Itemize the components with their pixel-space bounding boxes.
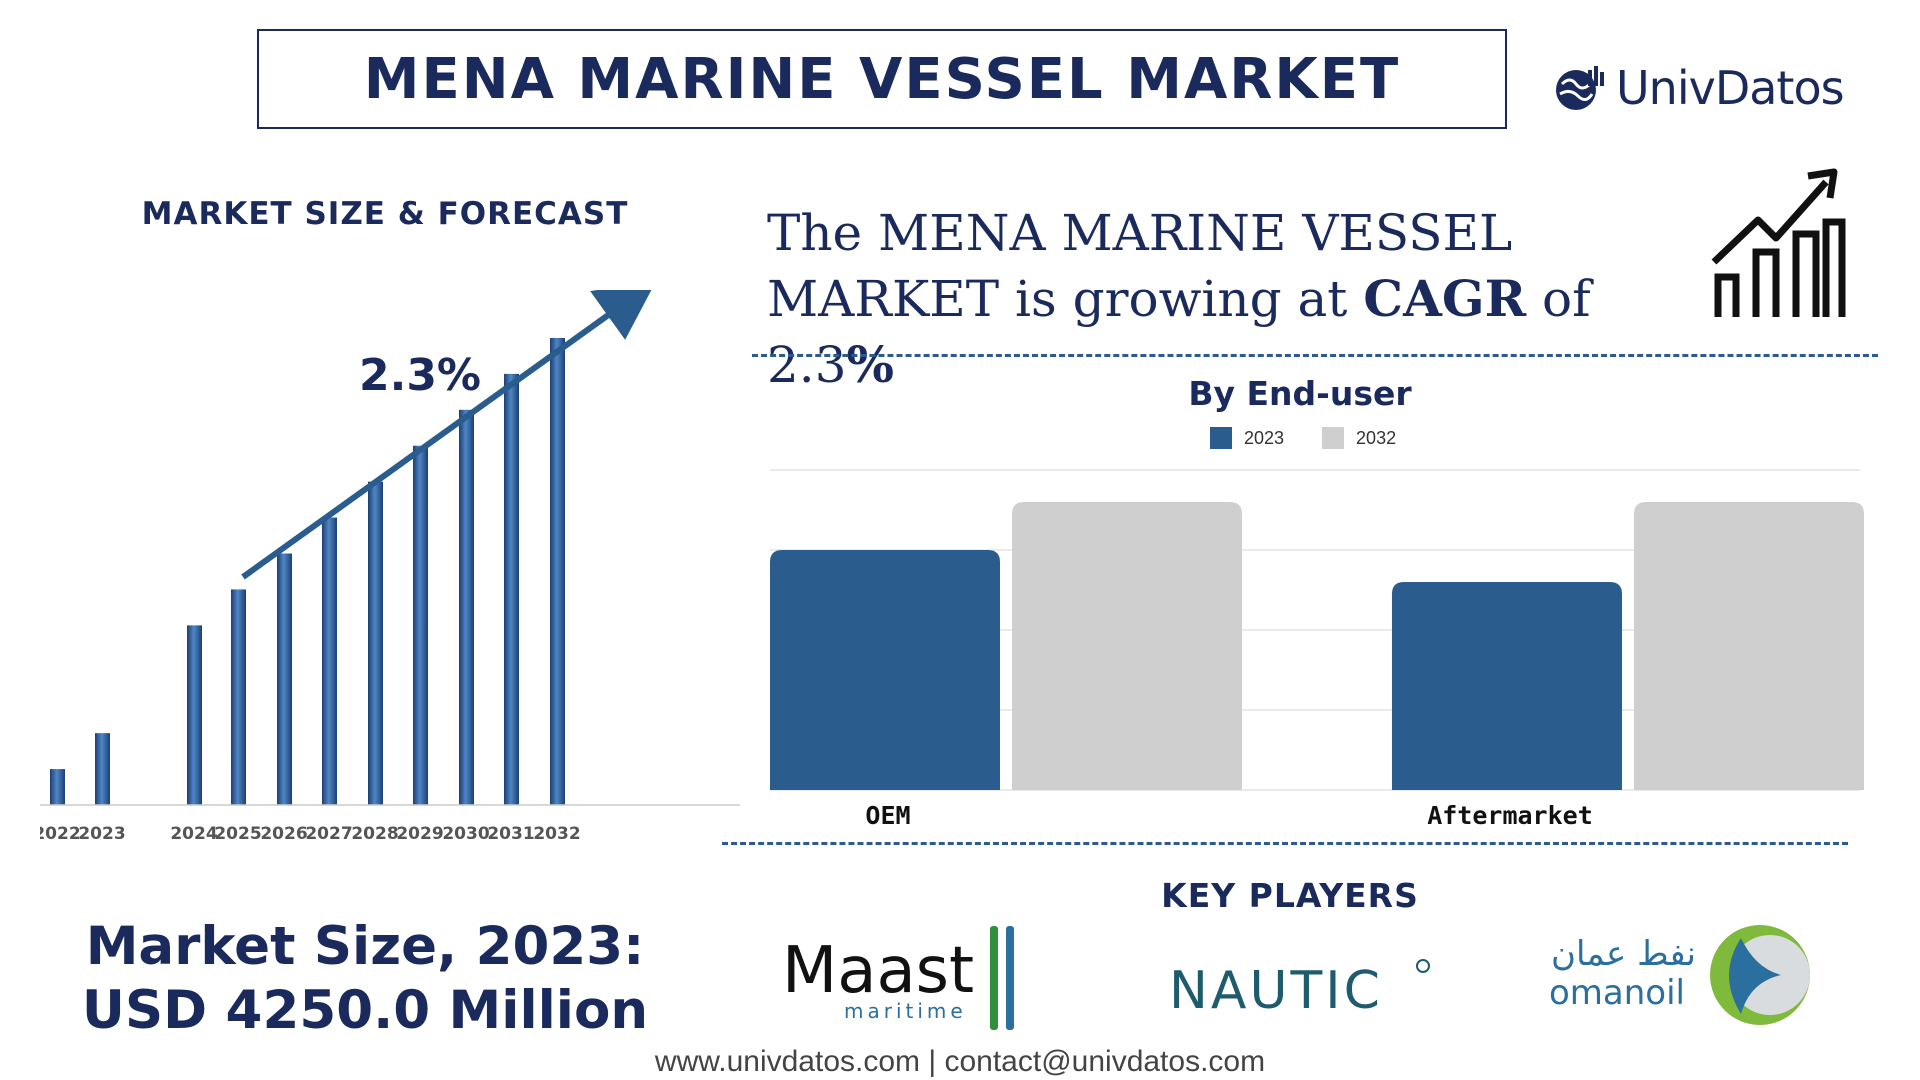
title-box: MENA MARINE VESSEL MARKET	[257, 29, 1507, 129]
market-size-line1: Market Size, 2023:	[85, 916, 645, 977]
market-size-line2: USD 4250.0 Million	[81, 980, 649, 1041]
forecast-bar-2023	[95, 733, 110, 805]
footer-contact: www.univdatos.com | contact@univdatos.co…	[654, 1045, 1266, 1078]
enduser-legend: 2023 2032	[1210, 426, 1410, 450]
forecast-tick-2026: 2026	[260, 824, 307, 844]
logo-text: UnivDatos	[1616, 61, 1845, 115]
forecast-bar-2029	[413, 445, 428, 805]
forecast-bar-2026	[277, 553, 292, 805]
forecast-bar-chart: 20222023 20242025202620272028202920302031…	[40, 290, 740, 844]
cagr-headline: The MENA MARINE VESSEL MARKET is growing…	[767, 200, 1707, 398]
forecast-subtitle: MARKET SIZE & FORECAST	[141, 196, 629, 232]
legend-label-2032: 2032	[1356, 427, 1397, 448]
divider-middle	[722, 842, 1848, 845]
legend-swatch-2023	[1210, 427, 1232, 449]
enduser-category-aftermarket: Aftermarket	[1427, 801, 1593, 830]
market-size-text: Market Size, 2023: USD 4250.0 Million	[40, 915, 690, 1043]
forecast-tick-2030: 2030	[442, 824, 489, 844]
omanoil-logo-swoosh	[1729, 938, 1781, 1014]
divider-top	[752, 354, 1878, 357]
key-players-title: KEY PLAYERS	[1161, 876, 1419, 915]
forecast-bar-2024	[187, 625, 202, 805]
forecast-tick-2032: 2032	[533, 824, 580, 844]
headline-percent: %	[846, 335, 895, 394]
nautic-logo: NAUTIC	[1169, 959, 1430, 1020]
omanoil-logo: نفط عمان omanoil	[1549, 925, 1810, 1025]
enduser-bar-oem-2023	[770, 550, 1000, 790]
maast-logo-sub: maritime	[844, 999, 967, 1023]
enduser-bar-oem-2032	[1012, 502, 1242, 790]
enduser-category-oem: OEM	[865, 801, 910, 830]
forecast-tick-2023: 2023	[78, 824, 125, 844]
forecast-bar-2027	[322, 517, 337, 805]
headline-part2: of 2.3	[767, 270, 1591, 394]
enduser-bar-chart: OEM Aftermarket	[770, 469, 1864, 830]
omanoil-logo-arabic: نفط عمان	[1551, 934, 1696, 974]
maast-logo-bar-blue	[1006, 926, 1014, 1030]
enduser-chart-title: By End-user	[1188, 374, 1412, 413]
forecast-tick-2025: 2025	[214, 824, 261, 844]
forecast-bar-2030	[459, 409, 474, 805]
enduser-bar-aftermarket-2023	[1392, 582, 1622, 790]
forecast-growth-arrow	[241, 290, 657, 580]
forecast-cagr-annotation: 2.3%	[359, 350, 481, 401]
maast-logo-bar-green	[990, 926, 998, 1030]
forecast-bar-2032	[550, 337, 565, 805]
nautic-logo-name: NAUTIC	[1169, 961, 1383, 1020]
forecast-tick-2029: 2029	[396, 824, 443, 844]
forecast-bar-2025	[231, 589, 246, 805]
legend-swatch-2032	[1322, 427, 1345, 449]
forecast-bar-2022	[50, 769, 65, 805]
growth-chart-icon	[1711, 168, 1846, 317]
headline-part1: The MENA MARINE VESSEL MARKET is growing…	[767, 204, 1513, 328]
legend-label-2023: 2023	[1244, 427, 1285, 448]
forecast-tick-2024: 2024	[170, 824, 217, 844]
headline-cagr-word: CAGR	[1363, 269, 1527, 328]
forecast-tick-2028: 2028	[351, 824, 398, 844]
forecast-bar-2031	[504, 373, 519, 805]
omanoil-logo-name: omanoil	[1549, 973, 1685, 1013]
enduser-bar-aftermarket-2032	[1634, 502, 1864, 790]
page-title: MENA MARINE VESSEL MARKET	[363, 46, 1401, 112]
forecast-tick-2027: 2027	[305, 824, 352, 844]
globe-icon	[1556, 66, 1604, 110]
forecast-bar-2028	[368, 481, 383, 805]
forecast-tick-2022: 2022	[40, 824, 81, 844]
legend-item-2032: 2032	[1322, 427, 1396, 449]
nautic-logo-dot	[1416, 959, 1430, 973]
maast-maritime-logo: Maast maritime	[782, 926, 1014, 1030]
univdatos-logo: UnivDatos	[1552, 58, 1882, 118]
maast-logo-name: Maast	[782, 934, 974, 1008]
forecast-tick-2031: 2031	[487, 824, 534, 844]
legend-item-2023: 2023	[1210, 427, 1284, 449]
